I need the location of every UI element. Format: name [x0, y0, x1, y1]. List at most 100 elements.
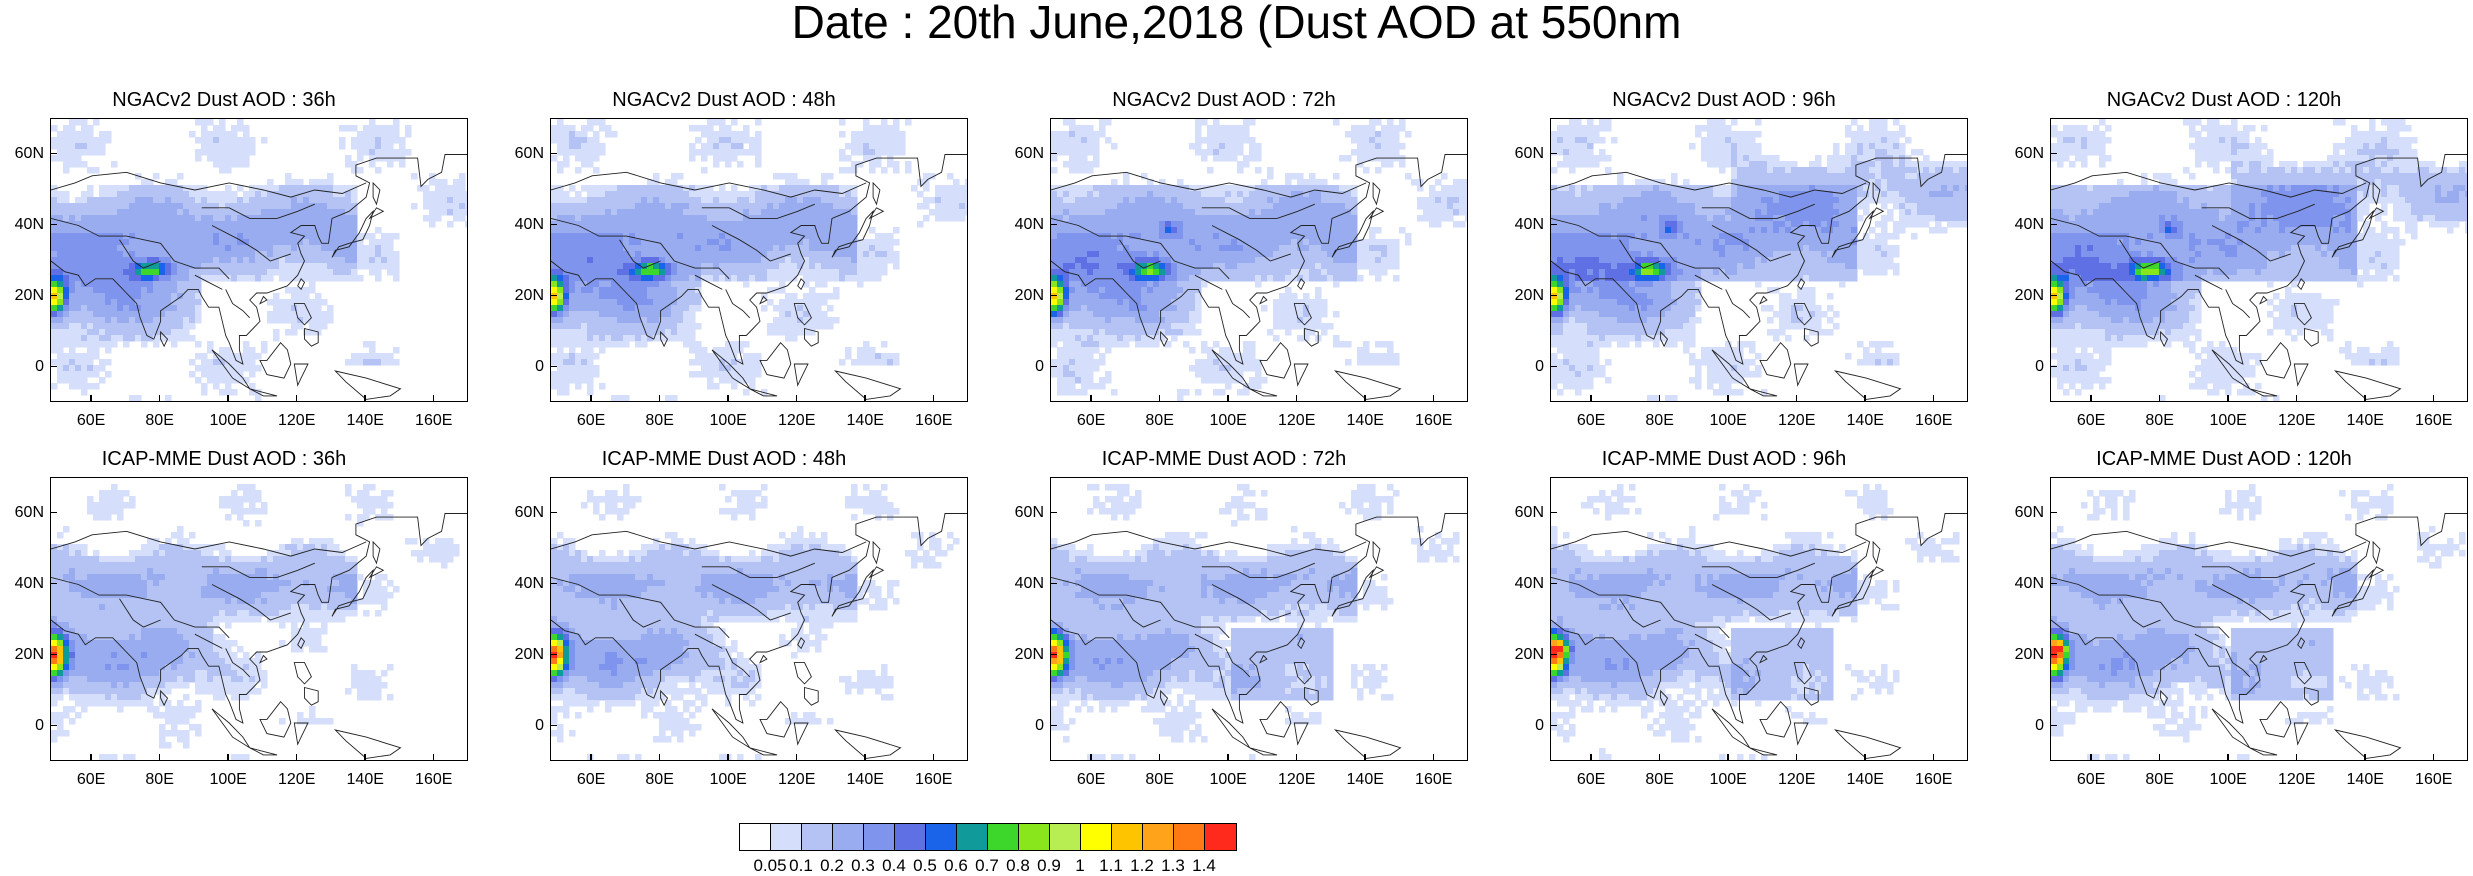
island-outline: [750, 748, 777, 755]
lat-tick: [1550, 366, 1557, 368]
island-outline: [1373, 542, 1380, 563]
colorbar-swatch: [926, 824, 957, 850]
colorbar-swatch: [1019, 824, 1050, 850]
lat-tick: [1050, 583, 1057, 585]
lat-tick: [50, 512, 57, 514]
lat-tick-label: 60N: [2006, 145, 2044, 163]
aod-field-map: [551, 478, 968, 761]
lat-tick: [2050, 583, 2057, 585]
lon-tick: [2296, 754, 2298, 761]
island-outline: [794, 364, 808, 385]
lat-tick-label: 40N: [1506, 216, 1544, 234]
aod-field-map: [1551, 478, 1968, 761]
island-outline: [1794, 364, 1808, 385]
lat-tick-label: 60N: [6, 504, 44, 522]
lon-tick: [2364, 754, 2366, 761]
lon-tick-label: 60E: [2066, 771, 2116, 789]
lat-tick: [2050, 366, 2057, 368]
lon-tick: [2227, 395, 2229, 402]
lon-tick: [433, 395, 435, 402]
island-outline: [2250, 748, 2277, 755]
lon-tick-label: 120E: [1272, 412, 1322, 430]
island-outline: [2260, 297, 2267, 304]
lat-tick-label: 0: [1506, 358, 1544, 376]
lat-tick: [1550, 654, 1557, 656]
island-outline: [1260, 297, 1267, 304]
lat-tick: [1050, 725, 1057, 727]
lon-tick: [296, 754, 298, 761]
lat-tick: [1050, 224, 1057, 226]
lon-tick: [90, 754, 92, 761]
island-outline: [1760, 343, 1791, 378]
lon-tick: [1933, 395, 1935, 402]
lon-tick: [1364, 754, 1366, 761]
aod-field-map: [1051, 478, 1468, 761]
lon-tick-label: 80E: [1635, 412, 1685, 430]
lon-tick: [364, 395, 366, 402]
lon-tick: [1433, 754, 1435, 761]
lon-tick: [864, 395, 866, 402]
lon-tick-label: 100E: [2203, 771, 2253, 789]
colorbar-swatch: [771, 824, 802, 850]
lon-tick: [1364, 395, 1366, 402]
lon-tick: [159, 395, 161, 402]
colorbar-swatch: [1081, 824, 1112, 850]
lon-tick-label: 120E: [2272, 412, 2322, 430]
map-frame: [1550, 118, 1968, 402]
lat-tick: [550, 224, 557, 226]
map-frame: [50, 118, 468, 402]
lon-tick: [933, 395, 935, 402]
lon-tick-label: 160E: [409, 771, 459, 789]
lat-tick-label: 0: [1006, 717, 1044, 735]
lat-tick-label: 60N: [506, 504, 544, 522]
island-outline: [294, 663, 311, 684]
lat-tick: [1050, 512, 1057, 514]
colorbar-swatch: [740, 824, 771, 850]
lon-tick-label: 60E: [66, 771, 116, 789]
island-outline: [1712, 709, 1750, 748]
colorbar-swatch: [1112, 824, 1143, 850]
island-outline: [805, 688, 819, 706]
lon-tick: [727, 395, 729, 402]
lon-tick: [1796, 754, 1798, 761]
lon-tick-label: 100E: [203, 771, 253, 789]
lat-tick-label: 40N: [2006, 575, 2044, 593]
island-outline: [794, 723, 808, 744]
colorbar-swatch: [864, 824, 895, 850]
map-frame: [1050, 118, 1468, 402]
lon-tick-label: 80E: [635, 771, 685, 789]
island-outline: [2294, 723, 2308, 744]
island-outline: [2212, 709, 2250, 748]
lat-tick-label: 20N: [506, 287, 544, 305]
lon-tick-label: 160E: [1409, 412, 1459, 430]
map-frame: [2050, 477, 2468, 761]
island-outline: [335, 371, 400, 399]
lat-tick-label: 0: [506, 717, 544, 735]
lat-tick: [2050, 512, 2057, 514]
lon-tick-label: 120E: [1772, 771, 1822, 789]
lat-tick-label: 40N: [6, 575, 44, 593]
island-outline: [760, 656, 767, 663]
lat-tick: [2050, 725, 2057, 727]
colorbar: [739, 823, 1237, 851]
lat-tick: [1050, 366, 1057, 368]
lon-tick: [590, 395, 592, 402]
panel-title: ICAP-MME Dust AOD : 120h: [2004, 447, 2444, 471]
lon-tick: [1590, 395, 1592, 402]
lat-tick-label: 40N: [1506, 575, 1544, 593]
lon-tick-label: 100E: [703, 771, 753, 789]
lon-tick: [796, 754, 798, 761]
lon-tick-label: 140E: [840, 412, 890, 430]
lat-tick: [550, 654, 557, 656]
lon-tick: [227, 754, 229, 761]
lon-tick-label: 140E: [2340, 412, 2390, 430]
map-frame: [50, 477, 468, 761]
lon-tick-label: 60E: [1566, 412, 1616, 430]
lat-tick: [50, 224, 57, 226]
lon-tick-label: 120E: [272, 771, 322, 789]
lon-tick-label: 120E: [772, 412, 822, 430]
